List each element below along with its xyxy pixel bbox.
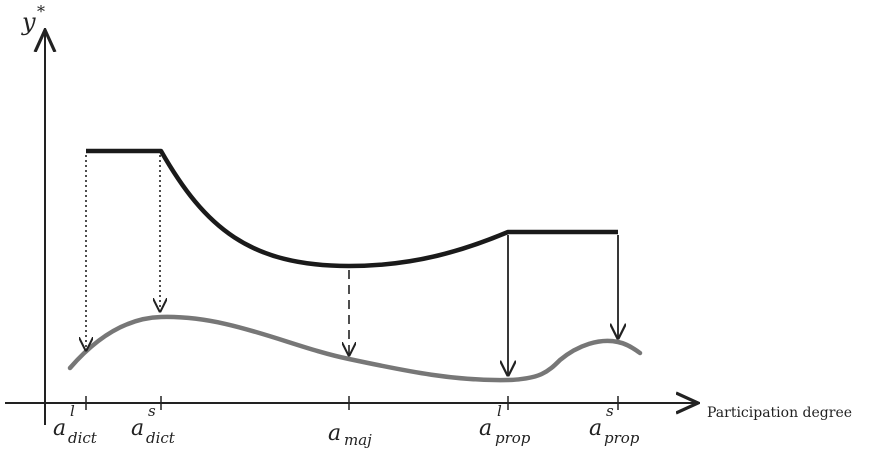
svg-text:s: s (606, 402, 614, 420)
svg-text:dict: dict (146, 429, 176, 447)
svg-text:a: a (53, 416, 66, 441)
tick-label-a-prop-l: a l prop (479, 402, 531, 447)
y-axis-symbol: y (21, 8, 36, 36)
svg-text:prop: prop (604, 429, 640, 447)
tick-label-a-dict-s: a s dict (131, 402, 176, 447)
svg-text:l: l (70, 402, 75, 420)
tick-label-a-dict-l: a l dict (53, 402, 98, 447)
svg-text:prop: prop (495, 429, 531, 447)
svg-text:a: a (589, 416, 602, 441)
y-axis-superscript: * (37, 2, 45, 21)
svg-text:dict: dict (68, 429, 98, 447)
svg-text:a: a (328, 421, 341, 446)
tick-label-a-maj: a maj (328, 421, 372, 449)
x-axis-label: Participation degree (707, 405, 852, 421)
svg-text:maj: maj (344, 431, 372, 449)
svg-text:l: l (497, 402, 502, 420)
svg-text:a: a (479, 416, 492, 441)
tick-label-a-prop-s: a s prop (589, 402, 640, 447)
svg-text:a: a (131, 416, 144, 441)
upper-curve (86, 148, 618, 269)
svg-text:s: s (148, 402, 156, 420)
tick-marks (85, 396, 619, 410)
lower-curve (67, 314, 643, 383)
